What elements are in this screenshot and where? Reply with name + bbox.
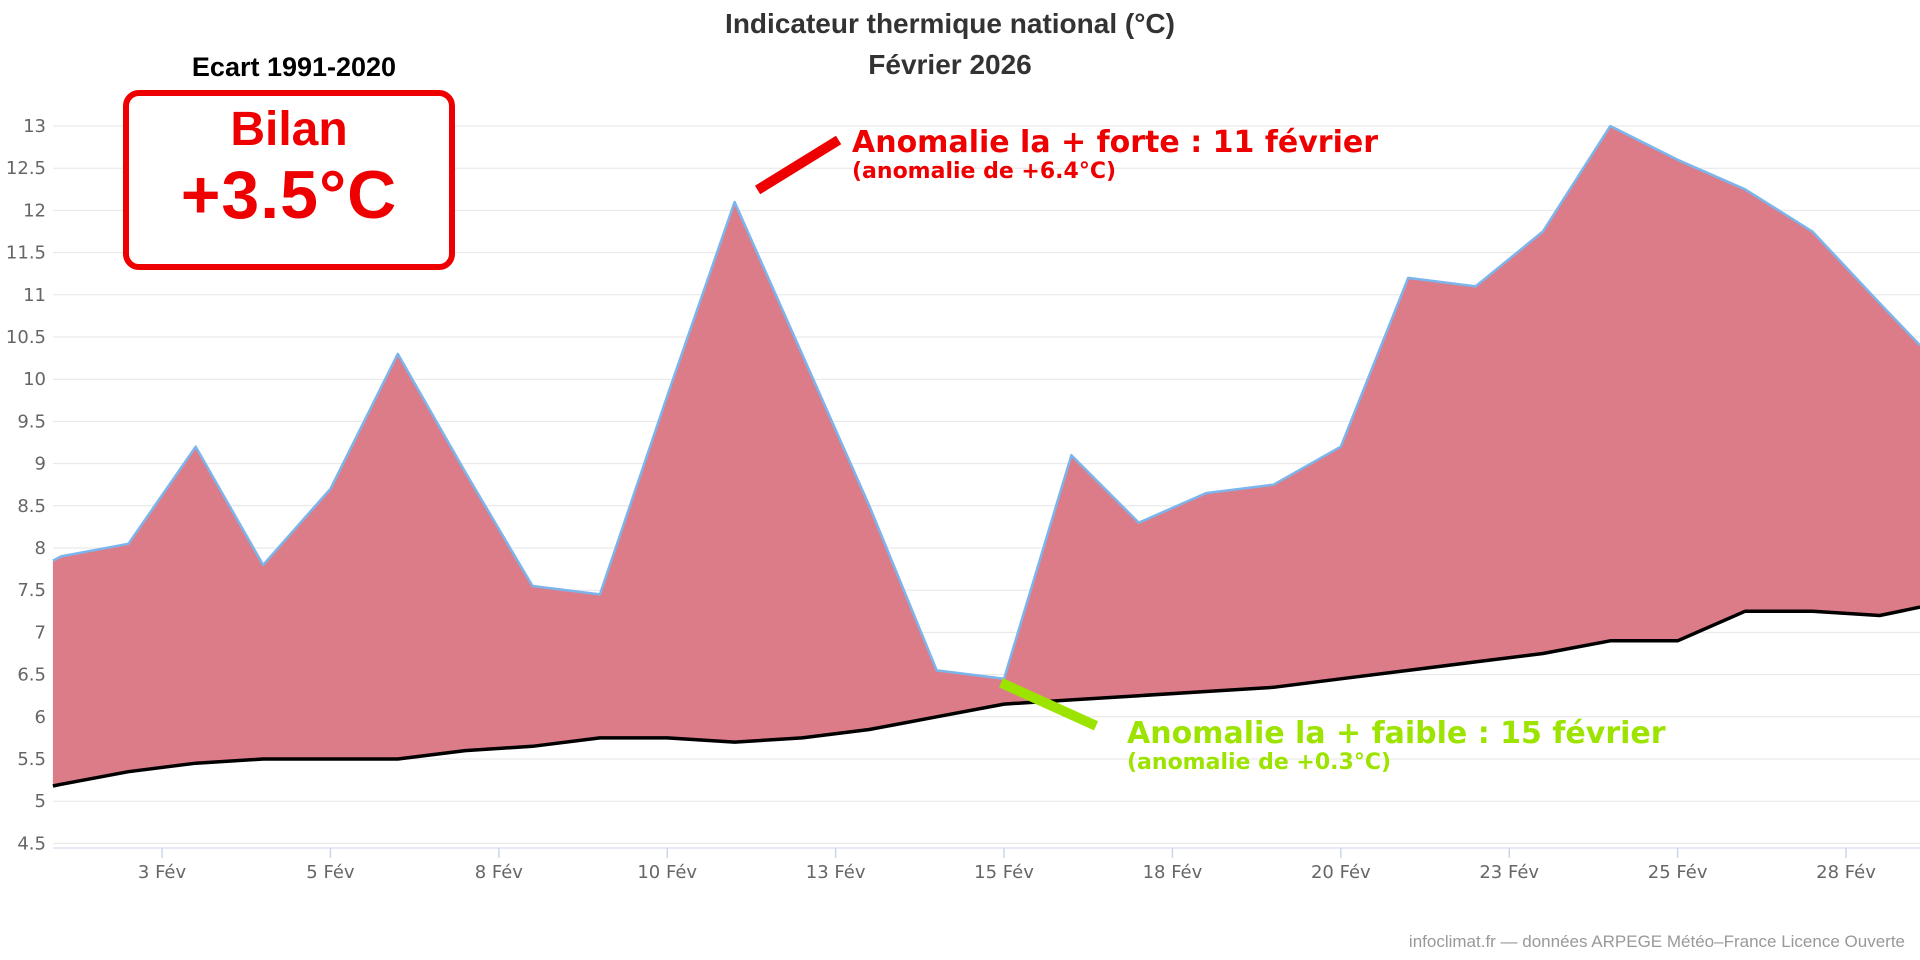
max-anomaly-annotation: Anomalie la + forte : 11 février (anomal… <box>852 126 1378 185</box>
ecart-period-label: Ecart 1991-2020 <box>191 52 397 82</box>
y-axis-label: 9 <box>35 454 46 475</box>
x-axis-label: 18 Fév <box>1143 862 1203 883</box>
min-anomaly-annotation: Anomalie la + faible : 15 février (anoma… <box>1127 717 1666 776</box>
anomaly-area-fill <box>52 126 1920 786</box>
y-axis-label: 6 <box>35 707 46 728</box>
y-axis-label: 10.5 <box>6 327 46 348</box>
y-axis-label: 12 <box>23 200 46 221</box>
x-axis-label: 3 Fév <box>138 862 187 883</box>
max-anomaly-text: Anomalie la + forte : 11 février <box>852 125 1378 160</box>
bilan-summary-box: Bilan +3.5°C <box>123 90 455 270</box>
y-axis-label: 9.5 <box>17 411 46 432</box>
y-axis-label: 10 <box>23 369 46 390</box>
bilan-anomaly-value: +3.5°C <box>180 156 398 233</box>
y-axis-label: 5.5 <box>17 749 46 770</box>
x-axis-label: 28 Fév <box>1816 862 1876 883</box>
y-axis-label: 8.5 <box>17 496 46 517</box>
y-axis-label: 6.5 <box>17 665 46 686</box>
y-axis-label: 11 <box>23 285 46 306</box>
y-axis-label: 7.5 <box>17 580 46 601</box>
y-axis-label: 4.5 <box>17 833 46 854</box>
y-axis-label: 5 <box>35 791 46 812</box>
min-anomaly-detail: (anomalie de +0.3°C) <box>1127 750 1392 775</box>
x-axis-label: 25 Fév <box>1648 862 1708 883</box>
x-axis-label: 13 Fév <box>806 862 866 883</box>
y-axis-label: 8 <box>35 538 46 559</box>
chart-title: Indicateur thermique national (°C) <box>725 8 1175 39</box>
min-anomaly-text: Anomalie la + faible : 15 février <box>1127 716 1666 751</box>
min-anomaly-arrow <box>998 678 1099 731</box>
bilan-title: Bilan <box>230 103 348 156</box>
y-axis-label: 7 <box>35 622 46 643</box>
normale-line <box>52 605 1920 788</box>
source-credit: infoclimat.fr — données ARPEGE Météo–Fra… <box>1408 932 1905 951</box>
chart-subtitle: Février 2026 <box>868 49 1032 80</box>
y-axis-label: 13 <box>23 116 46 137</box>
x-axis-label: 15 Fév <box>974 862 1034 883</box>
max-anomaly-arrow <box>754 135 842 195</box>
y-axis-label: 12.5 <box>6 158 46 179</box>
y-axis-label: 11.5 <box>6 243 46 264</box>
max-anomaly-detail: (anomalie de +6.4°C) <box>852 159 1117 184</box>
chart-title-block: Indicateur thermique national (°C) Févri… <box>725 8 1175 81</box>
indicator-line <box>52 124 1920 681</box>
x-axis-label: 20 Fév <box>1311 862 1371 883</box>
x-axis-label: 8 Fév <box>475 862 524 883</box>
x-axis-label: 5 Fév <box>306 862 355 883</box>
x-axis-label: 10 Fév <box>637 862 697 883</box>
x-axis-label: 23 Fév <box>1479 862 1539 883</box>
